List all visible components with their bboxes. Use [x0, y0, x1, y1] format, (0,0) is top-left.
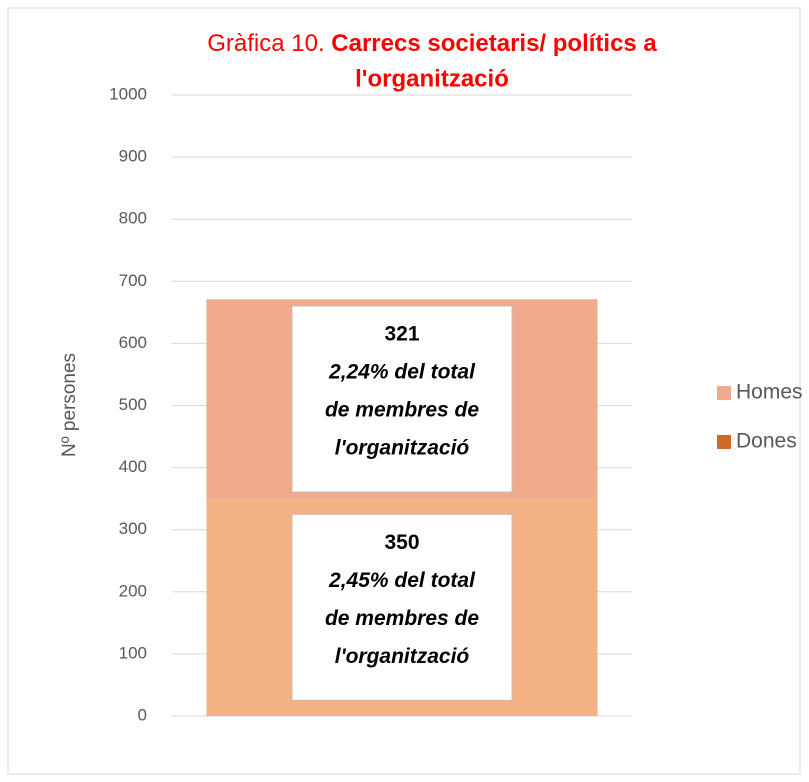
data-label-note: de membres de — [325, 399, 479, 422]
data-label-box — [291, 513, 513, 701]
y-tick-label: 400 — [119, 457, 147, 476]
title-part: Carrecs societaris/ polítics a — [331, 30, 657, 57]
data-label-note: l'organització — [335, 645, 470, 668]
y-tick-label: 1000 — [109, 84, 147, 103]
legend-swatch — [717, 435, 731, 449]
title-part: Gràfica 10. — [207, 30, 324, 57]
data-label-note: 2,45% del total — [328, 569, 476, 592]
y-tick-label: 500 — [119, 395, 147, 414]
chart-title: l'organització — [355, 65, 509, 92]
y-tick-label: 100 — [119, 643, 147, 662]
y-axis-label: Nº persones — [59, 353, 80, 457]
y-tick-label: 0 — [138, 705, 147, 724]
data-label: 350 — [384, 531, 419, 554]
chart-title: Gràfica 10. Carrecs societaris/ polítics… — [207, 30, 657, 57]
legend-label: Homes — [736, 381, 803, 404]
data-label-box — [291, 305, 513, 493]
legend-swatch — [717, 386, 731, 400]
data-label: 321 — [384, 323, 419, 346]
y-tick-label: 800 — [119, 209, 147, 228]
y-tick-label: 900 — [119, 147, 147, 166]
legend-label: Dones — [736, 430, 797, 453]
y-tick-label: 700 — [119, 271, 147, 290]
data-label-note: de membres de — [325, 607, 479, 630]
data-label-note: l'organització — [335, 437, 470, 460]
data-label-note: 2,24% del total — [328, 361, 476, 384]
y-tick-label: 300 — [119, 519, 147, 538]
y-tick-label: 600 — [119, 333, 147, 352]
y-tick-label: 200 — [119, 581, 147, 600]
